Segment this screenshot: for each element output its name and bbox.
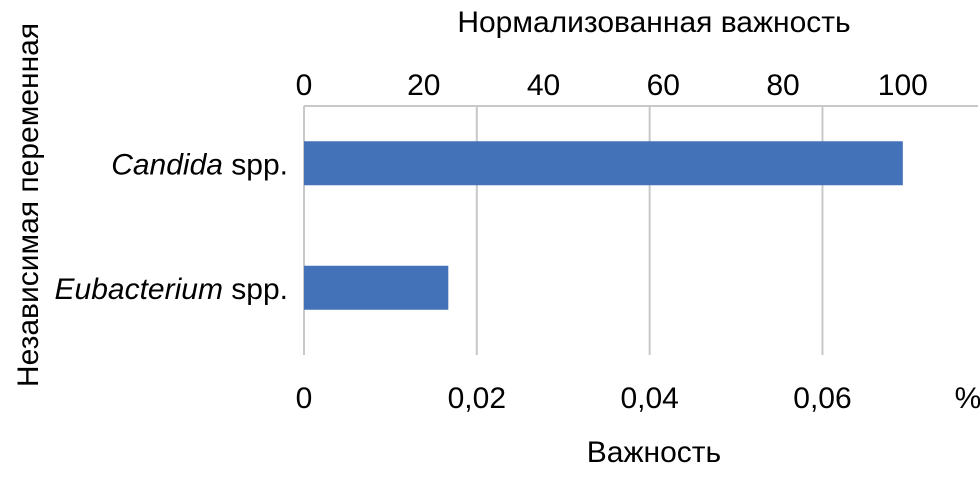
category-labels: Candida spp.Eubacterium spp. <box>55 148 288 306</box>
bar <box>304 141 903 186</box>
bottom-tick-label: 0 <box>296 382 313 415</box>
bottom-axis-title: Важность <box>587 436 721 469</box>
category-label: Eubacterium spp. <box>55 273 288 306</box>
bar <box>304 265 449 310</box>
top-tick-label: 40 <box>527 69 560 102</box>
category-suffix: spp. <box>223 148 288 181</box>
category-suffix: spp. <box>223 273 288 306</box>
top-axis-title: Нормализованная важность <box>457 6 850 39</box>
top-tick-labels: 0 20 40 60 80 100 <box>296 69 928 102</box>
top-tick-label: 0 <box>296 69 313 102</box>
category-label: Candida spp. <box>111 148 288 181</box>
bars <box>304 141 903 310</box>
bottom-axis-unit: % <box>955 382 980 415</box>
category-genus: Candida <box>111 148 223 181</box>
top-tick-label: 100 <box>878 69 928 102</box>
top-tick-label: 20 <box>407 69 440 102</box>
top-tick-label: 60 <box>647 69 680 102</box>
top-tick-label: 80 <box>766 69 799 102</box>
bottom-tick-label: 0,06 <box>793 382 851 415</box>
y-axis-title: Независимая переменная <box>12 23 45 387</box>
category-genus: Eubacterium <box>55 273 223 306</box>
bottom-tick-label: 0,04 <box>620 382 678 415</box>
bottom-tick-labels: 0 0,02 0,04 0,06 <box>296 382 852 415</box>
bottom-tick-label: 0,02 <box>448 382 506 415</box>
